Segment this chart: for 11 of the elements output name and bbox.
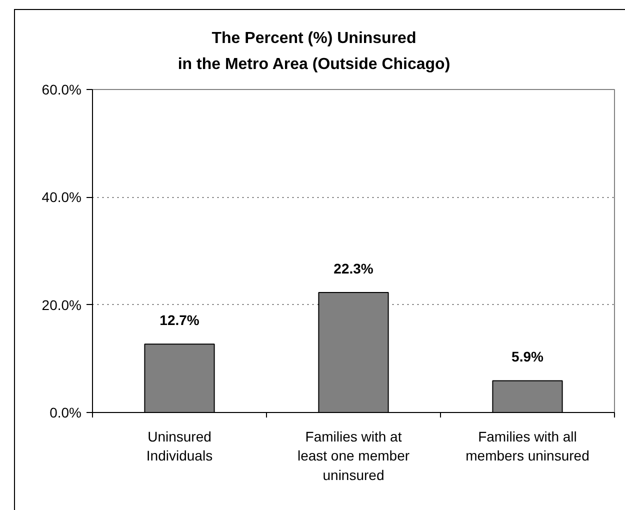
data-label: 12.7% [160,312,200,328]
data-label: 5.9% [512,348,544,365]
y-tick-label: 0.0% [50,404,82,420]
x-tick-label: Uninsured Individuals [146,428,213,464]
y-tick-label: 20.0% [42,296,82,313]
chart-title: The Percent (%) Uninsured in the Metro Area (Outside Chicago) [176,29,452,75]
y-tick-label: 60.0% [42,82,82,98]
x-tick-label: Families with at least one member uninsured [297,428,410,483]
x-tick-label: Families with all members uninsured [466,428,590,464]
y-tick-label: 40.0% [42,189,82,206]
data-label: 22.3% [334,260,374,276]
